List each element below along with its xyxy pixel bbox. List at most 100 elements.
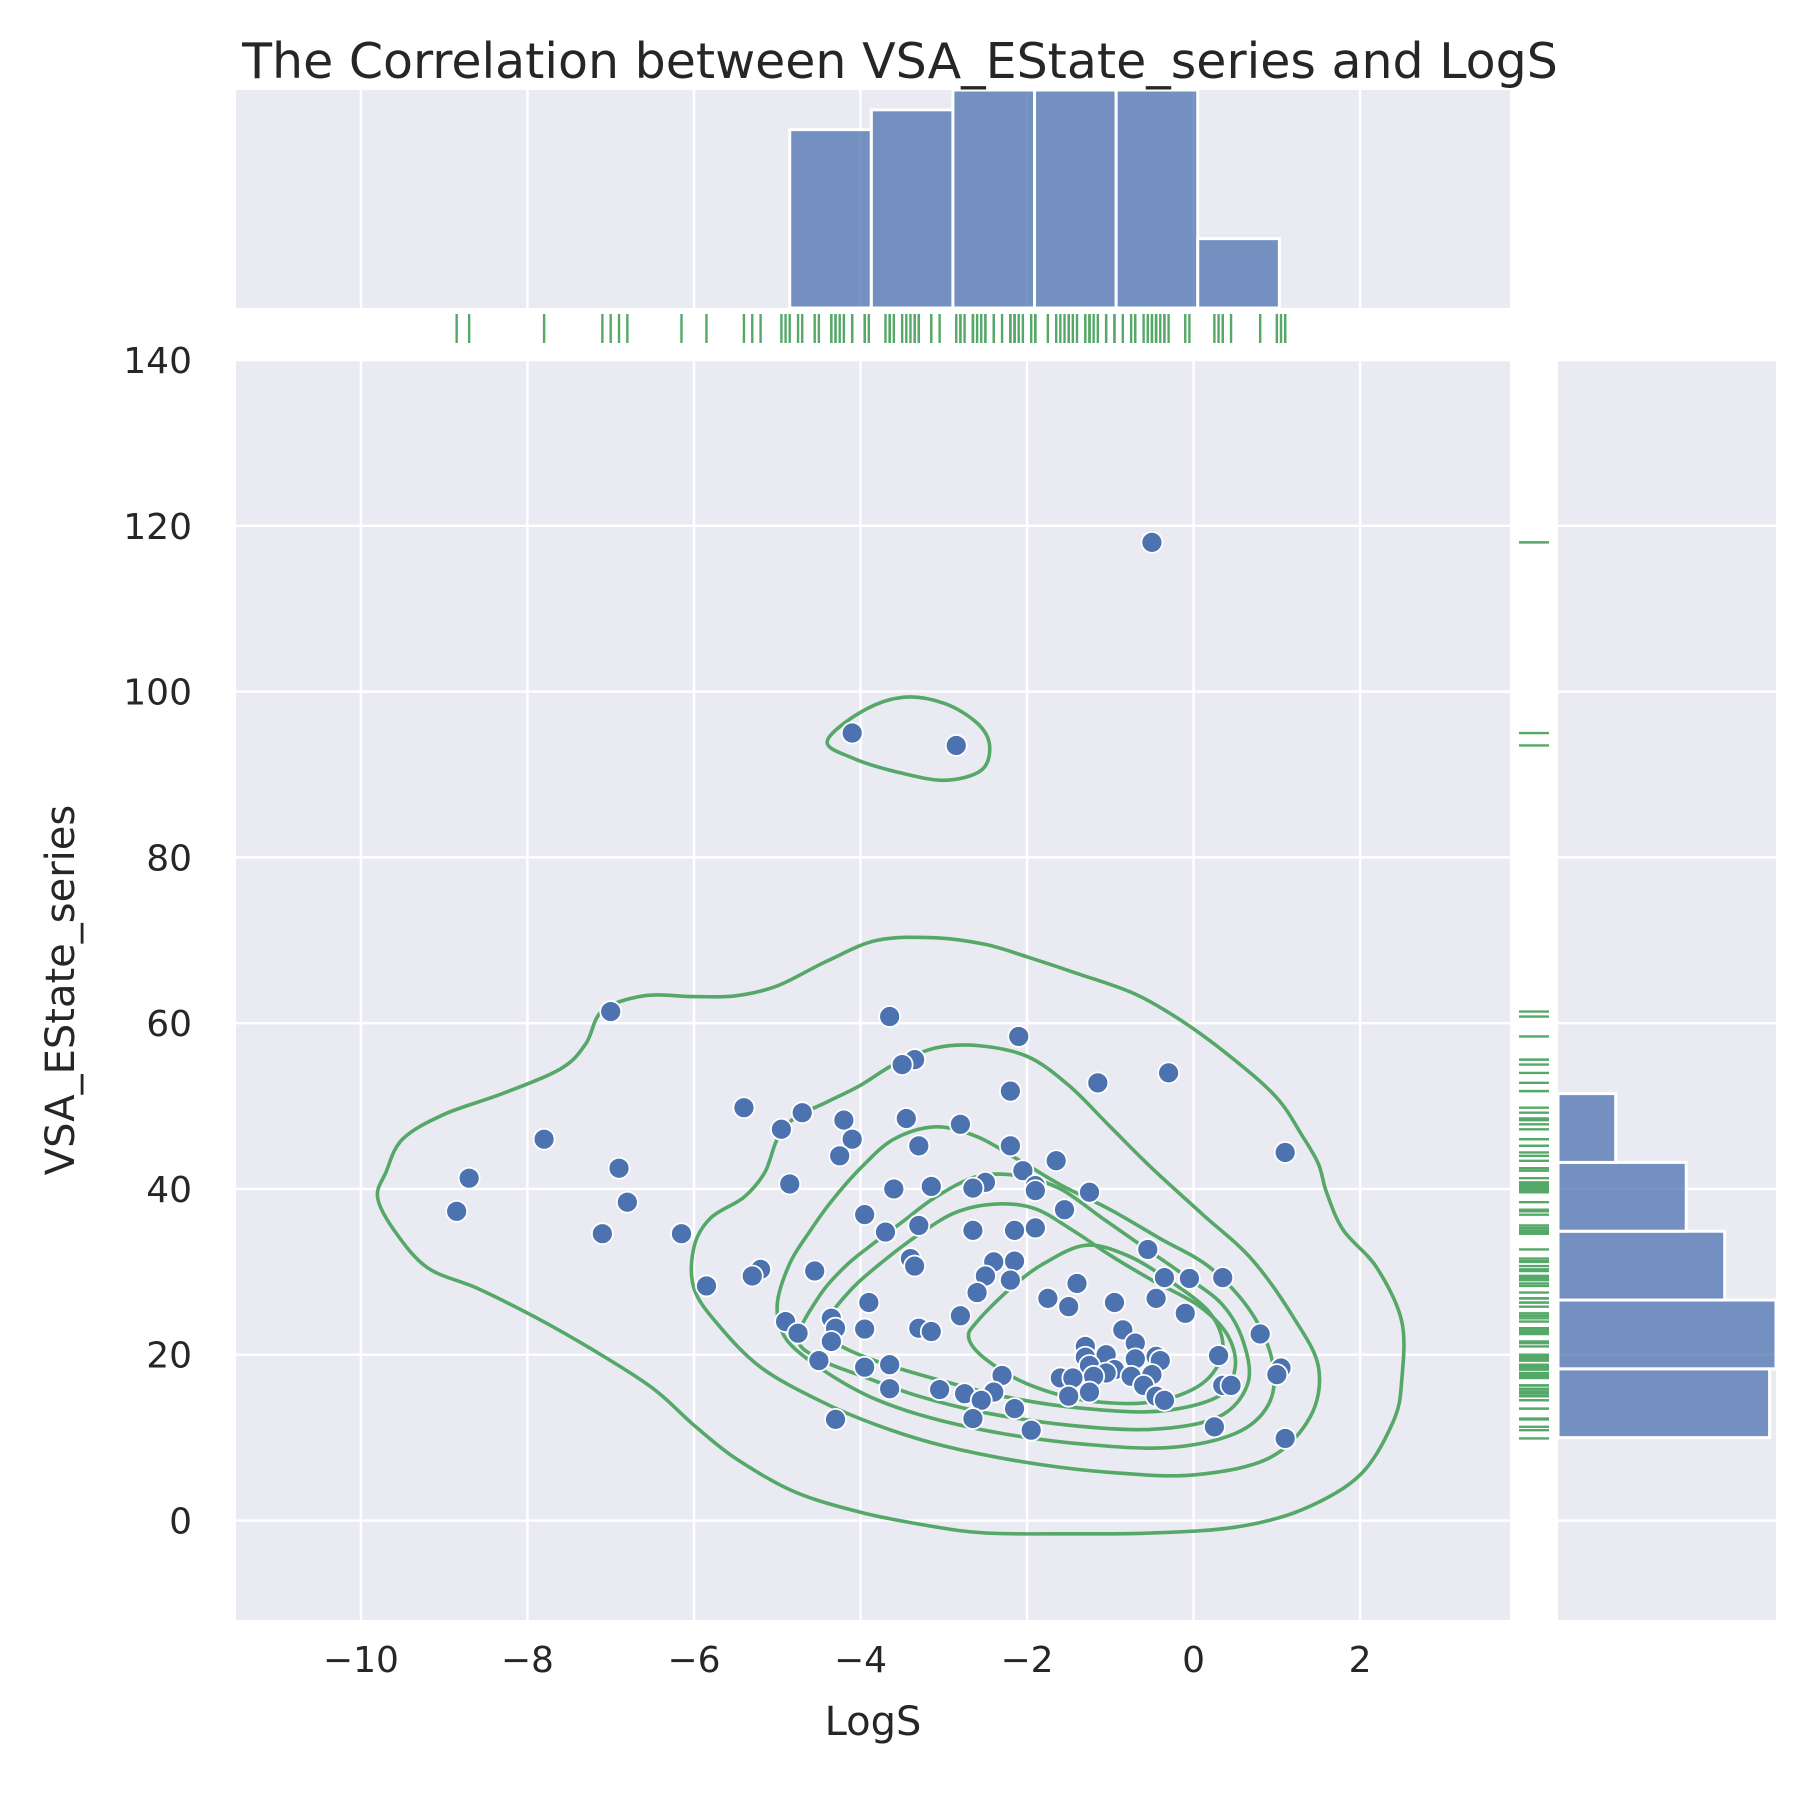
scatter-point — [1219, 1374, 1243, 1397]
scatter-point — [607, 1156, 631, 1180]
right-marginal-histogram — [1556, 358, 1778, 1620]
scatter-point — [1211, 1266, 1235, 1290]
top-histogram-bar — [788, 128, 873, 310]
scatter-point — [874, 1220, 897, 1244]
y-tick-label: 120 — [123, 507, 192, 548]
main-plot-background — [236, 360, 1510, 1620]
scatter-point — [853, 1355, 877, 1379]
scatter-point — [878, 1005, 902, 1028]
scatter-point — [1157, 1061, 1181, 1085]
scatter-point — [949, 1304, 972, 1328]
scatter-point — [944, 734, 968, 757]
x-tick-label: −4 — [834, 1640, 887, 1681]
scatter-point — [1019, 1418, 1043, 1442]
scatter-point — [695, 1274, 718, 1298]
scatter-point — [803, 1259, 827, 1283]
scatter-point — [615, 1190, 639, 1214]
scatter-point — [670, 1222, 693, 1246]
y-tick-label: 20 — [146, 1336, 192, 1377]
scatter-point — [1044, 1149, 1068, 1173]
main-grid — [236, 358, 1510, 1620]
scatter-point — [778, 1172, 802, 1196]
y-axis-label: VSA_EState_series — [38, 805, 84, 1175]
right-histogram-bar — [1556, 1367, 1772, 1440]
scatter-point — [740, 1264, 764, 1288]
scatter-point — [998, 1268, 1022, 1292]
scatter-point — [807, 1349, 831, 1372]
x-rug-marks — [455, 314, 1287, 343]
scatter-point — [1057, 1384, 1081, 1408]
scatter-point — [949, 1112, 972, 1136]
scatter-point — [824, 1407, 847, 1431]
scatter-point — [1207, 1344, 1230, 1367]
x-tick-label: −10 — [323, 1640, 399, 1681]
scatter-point — [998, 1134, 1022, 1158]
x-tick-label: −8 — [501, 1640, 554, 1681]
x-tick-label: 2 — [1349, 1640, 1372, 1681]
scatter-point — [819, 1330, 843, 1353]
scatter-point — [853, 1203, 877, 1227]
y-tick-label: 140 — [123, 341, 192, 382]
right-histogram-bar — [1556, 1229, 1727, 1302]
scatter-point — [1036, 1286, 1060, 1310]
scatter-point — [1023, 1216, 1047, 1240]
scatter-point — [790, 1101, 814, 1125]
scatter-point — [786, 1321, 810, 1345]
scatter-point — [1065, 1272, 1089, 1295]
chart-title: The Correlation between VSA_EState_serie… — [241, 33, 1558, 90]
scatter-point — [1003, 1218, 1026, 1242]
scatter-point — [1144, 1286, 1168, 1310]
scatter-point — [928, 1378, 952, 1401]
scatter-point — [890, 1053, 914, 1077]
scatter-point — [1265, 1363, 1289, 1387]
scatter-point — [732, 1096, 756, 1120]
scatter-point — [1078, 1380, 1101, 1404]
scatter-point — [1153, 1266, 1176, 1290]
scatter-point — [878, 1377, 902, 1401]
y-tick-label: 80 — [146, 838, 192, 879]
y-tick-label: 100 — [123, 673, 192, 714]
scatter-point — [832, 1108, 856, 1132]
y-tick-labels: 0 20 40 60 80 100 120 140 — [123, 341, 192, 1543]
scatter-point — [961, 1407, 985, 1430]
scatter-point — [1248, 1322, 1272, 1346]
y-tick-label: 40 — [146, 1170, 192, 1211]
y-tick-label: 0 — [169, 1502, 192, 1543]
scatter-point — [1003, 1397, 1026, 1421]
scatter-point — [1136, 1238, 1160, 1261]
scatter-point — [828, 1144, 852, 1168]
y-tick-label: 60 — [146, 1004, 192, 1045]
scatter-point — [1140, 530, 1164, 554]
scatter-point — [1173, 1301, 1197, 1325]
top-histogram-bar — [1033, 88, 1118, 310]
right-histogram-bar — [1556, 1298, 1778, 1371]
scatter-point — [907, 1134, 931, 1158]
scatter-point — [1273, 1141, 1297, 1164]
scatter-point — [840, 1127, 864, 1151]
scatter-point — [907, 1214, 931, 1237]
scatter-point — [445, 1199, 469, 1223]
scatter-point — [1057, 1295, 1081, 1319]
scatter-point — [1003, 1249, 1026, 1273]
scatter-point — [919, 1320, 943, 1343]
scatter-point — [1078, 1180, 1101, 1204]
scatter-point — [894, 1107, 918, 1130]
top-marginal-histogram — [236, 88, 1510, 310]
scatter-point — [965, 1281, 989, 1304]
scatter-point — [961, 1176, 985, 1200]
top-histogram-bars — [788, 88, 1281, 310]
scatter-point — [857, 1291, 881, 1314]
x-tick-label: −6 — [667, 1640, 720, 1681]
main-plot-area — [236, 358, 1510, 1620]
kde-contour-line — [375, 935, 1406, 1536]
right-histogram-bar — [1556, 1160, 1688, 1233]
top-histogram-bar — [1196, 237, 1281, 310]
right-histogram-bars — [1556, 1092, 1778, 1440]
scatter-point — [532, 1127, 556, 1151]
scatter-point — [878, 1353, 902, 1377]
scatter-point — [1007, 1025, 1031, 1048]
scatter-point — [919, 1175, 943, 1198]
scatter-point — [1053, 1198, 1076, 1222]
scatter-point — [1153, 1388, 1176, 1412]
scatter-point — [998, 1079, 1022, 1103]
